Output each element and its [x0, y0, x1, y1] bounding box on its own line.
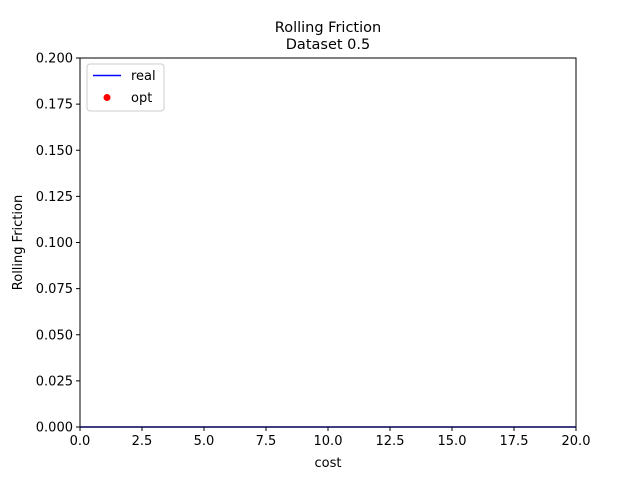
y-tick-label: 0.000: [36, 421, 73, 436]
y-axis-label: Rolling Friction: [11, 195, 26, 290]
legend-real-label: real: [131, 69, 156, 84]
chart-title: Rolling Friction: [275, 20, 381, 36]
x-tick-label: 17.5: [500, 434, 529, 449]
x-axis-label: cost: [315, 456, 342, 471]
x-tick-label: 10.0: [314, 434, 343, 449]
legend-opt-label: opt: [131, 91, 152, 106]
y-tick-label: 0.100: [36, 236, 73, 251]
y-tick-label: 0.025: [36, 374, 73, 389]
x-tick-label: 7.5: [256, 434, 277, 449]
y-tick-label: 0.125: [36, 190, 73, 205]
x-tick-label: 20.0: [562, 434, 591, 449]
x-tick-label: 12.5: [376, 434, 405, 449]
y-axis-ticks: 0.000 0.025 0.050 0.075 0.100 0.125 0.150 0.175…: [36, 52, 80, 436]
x-tick-label: 5.0: [194, 434, 215, 449]
x-tick-label: 2.5: [132, 434, 153, 449]
legend-opt-swatch: [103, 94, 111, 101]
plot-area: [80, 58, 576, 427]
legend: real opt: [86, 63, 165, 112]
chart-subtitle: Dataset 0.5: [286, 37, 370, 53]
y-tick-label: 0.050: [36, 328, 73, 343]
x-tick-label: 15.0: [438, 434, 467, 449]
x-axis-ticks: 0.0 2.5 5.0 7.5 10.0 12.5 15.0 17.5 20.0: [70, 427, 591, 449]
y-tick-label: 0.175: [36, 98, 73, 113]
y-tick-label: 0.075: [36, 282, 73, 297]
y-tick-label: 0.150: [36, 144, 73, 159]
x-tick-label: 0.0: [70, 434, 91, 449]
y-tick-label: 0.200: [36, 52, 73, 67]
